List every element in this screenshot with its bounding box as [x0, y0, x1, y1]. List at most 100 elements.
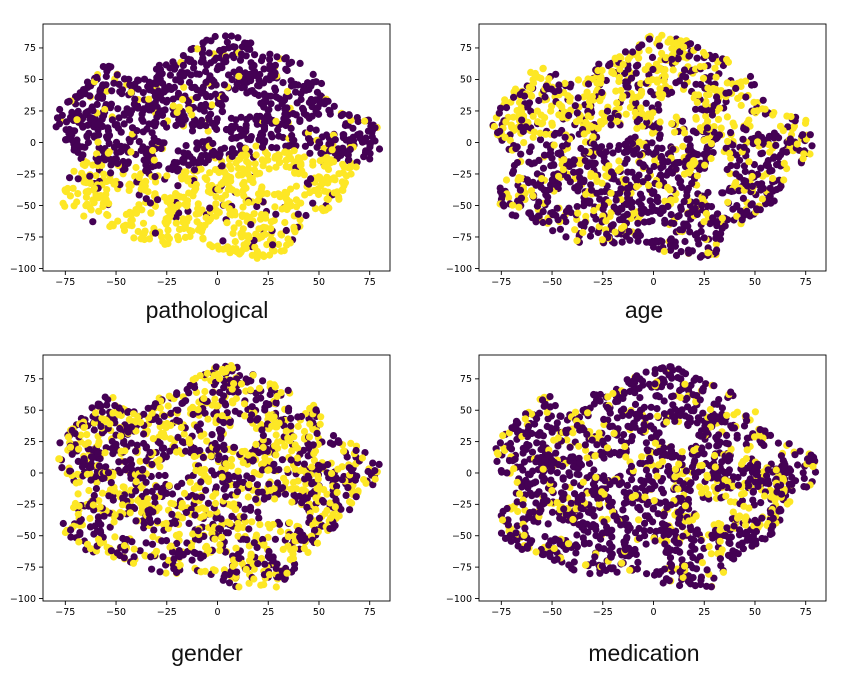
scatter-point [732, 170, 740, 178]
scatter-point [233, 568, 241, 576]
scatter-point [550, 131, 558, 139]
scatter-point [267, 224, 275, 233]
scatter-point [766, 184, 774, 192]
scatter-point [151, 493, 159, 502]
scatter-point [197, 165, 205, 173]
scatter-point [581, 147, 589, 155]
scatter-point [173, 159, 181, 167]
scatter-point [528, 448, 537, 456]
scatter-point [324, 195, 332, 204]
scatter-point [688, 179, 696, 187]
scatter-point [100, 197, 109, 205]
scatter-point [680, 43, 688, 51]
scatter-point [266, 524, 274, 532]
scatter-point [96, 527, 104, 535]
scatter-point [288, 485, 296, 493]
scatter-point [533, 107, 542, 115]
scatter-point [162, 453, 170, 461]
scatter-point [176, 71, 184, 79]
scatter-point [589, 133, 597, 141]
scatter-point [240, 513, 248, 521]
scatter-point [263, 190, 271, 198]
scatter-point [345, 156, 353, 164]
scatter-point [348, 467, 356, 475]
scatter-point [634, 237, 642, 245]
scatter-point [102, 463, 110, 471]
scatter-point [207, 452, 215, 460]
scatter-point [281, 218, 289, 227]
scatter-point [649, 109, 657, 117]
scatter-point [86, 514, 94, 523]
scatter-point [180, 83, 188, 91]
scatter-point [548, 176, 556, 184]
scatter-point [193, 45, 201, 53]
scatter-point [508, 123, 516, 132]
scatter-point [658, 49, 666, 57]
scatter-point [115, 114, 123, 122]
scatter-point [242, 145, 250, 153]
scatter-point [621, 48, 630, 56]
scatter-point [693, 98, 701, 107]
scatter-point [166, 447, 174, 455]
x-tick-label: −75 [55, 607, 75, 618]
scatter-point [533, 170, 542, 178]
scatter-point [502, 176, 511, 184]
scatter-point [338, 178, 346, 186]
scatter-point [748, 81, 756, 89]
scatter-point [100, 512, 108, 520]
scatter-point [770, 197, 778, 205]
scatter-point [142, 488, 151, 496]
scatter-point [180, 158, 188, 166]
scatter-point [713, 210, 721, 218]
scatter-point [584, 112, 592, 120]
scatter-point [351, 476, 359, 484]
scatter-point [128, 124, 137, 132]
scatter-point [154, 87, 162, 95]
scatter-point [213, 125, 221, 134]
x-tick-label: 25 [262, 277, 274, 288]
scatter-point [225, 44, 233, 52]
scatter-point [536, 136, 545, 144]
scatter-point [236, 56, 245, 64]
scatter-point [130, 504, 139, 512]
scatter-point [623, 190, 631, 198]
scatter-point [366, 155, 374, 163]
scatter-point [214, 185, 222, 193]
scatter-point [258, 183, 266, 191]
scatter-point [232, 394, 240, 403]
scatter-point [163, 172, 171, 180]
scatter-point [303, 503, 311, 511]
scatter-point [594, 124, 602, 132]
scatter-point [519, 515, 527, 523]
scatter-point [638, 209, 646, 217]
scatter-point [554, 216, 562, 224]
scatter-point [312, 126, 320, 134]
scatter-point [239, 523, 247, 532]
scatter-point [268, 143, 276, 152]
scatter-point [199, 234, 207, 242]
scatter-point [252, 495, 260, 503]
scatter-point [301, 191, 309, 199]
scatter-point [254, 196, 262, 204]
scatter-point [167, 208, 176, 216]
scatter-point [100, 112, 108, 120]
scatter-point [616, 65, 624, 73]
scatter-point [120, 483, 128, 491]
scatter-point [742, 93, 750, 101]
scatter-point [64, 433, 72, 441]
scatter-point [190, 548, 198, 557]
scatter-point [710, 101, 718, 109]
scatter-point [98, 414, 106, 422]
scatter-point [606, 60, 614, 68]
scatter-point [214, 99, 222, 108]
scatter-point [120, 542, 129, 550]
scatter-point [660, 247, 668, 255]
scatter-point [256, 112, 264, 120]
scatter-point [147, 518, 155, 527]
scatter-point [801, 119, 810, 127]
scatter-point [156, 568, 164, 576]
scatter-point [103, 210, 111, 219]
scatter-point [236, 478, 244, 486]
scatter-point [107, 169, 115, 177]
